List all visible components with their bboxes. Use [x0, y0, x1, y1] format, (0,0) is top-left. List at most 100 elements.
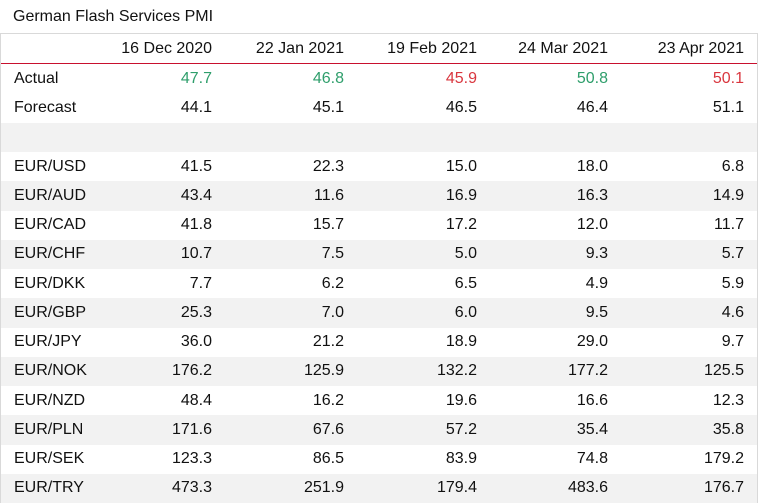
header-cell: 22 Jan 2021	[225, 34, 357, 65]
table-row: EUR/CHF 10.7 7.5 5.0 9.3 5.7	[1, 239, 757, 269]
pair-value: 43.4	[93, 181, 225, 211]
forecast-value: 46.5	[445, 99, 477, 117]
pair-value: 48.4	[180, 391, 212, 409]
pair-label: EUR/NZD	[14, 391, 86, 409]
pair-value: 251.9	[225, 473, 357, 503]
pair-value: 7.7	[189, 274, 212, 292]
pair-value: 10.7	[93, 239, 225, 269]
pair-value: 41.8	[180, 216, 212, 234]
header-cell: 23 Apr 2021	[621, 34, 757, 65]
pair-value: 473.3	[93, 473, 225, 503]
table-row: EUR/AUD 43.4 11.6 16.9 16.3 14.9	[1, 181, 757, 211]
pair-value: 5.7	[621, 239, 757, 269]
table-row: EUR/DKK 7.7 6.2 6.5 4.9 5.9	[1, 269, 757, 298]
pair-value: 18.0	[576, 157, 608, 175]
pair-value: 4.6	[621, 298, 757, 328]
table-row: EUR/TRY 473.3 251.9 179.4 483.6 176.7	[1, 473, 757, 503]
actual-value: 50.1	[712, 69, 744, 87]
actual-row: Actual 47.7 46.8 45.9 50.8 50.1	[1, 64, 757, 94]
forecast-value: 45.1	[312, 99, 344, 117]
pair-value: 16.3	[490, 181, 621, 211]
header-cell: 24 Mar 2021	[490, 34, 621, 65]
pair-value: 14.9	[621, 181, 757, 211]
actual-value: 46.8	[312, 69, 344, 87]
pair-value: 15.0	[445, 157, 477, 175]
pair-value: 6.0	[357, 298, 490, 328]
pair-value: 125.5	[621, 356, 757, 386]
pair-value: 25.3	[93, 298, 225, 328]
pair-value: 21.2	[312, 333, 344, 351]
pair-value: 7.5	[225, 239, 357, 269]
spacer-cell	[1, 122, 93, 152]
pair-value: 6.2	[321, 274, 344, 292]
header-cell: 19 Feb 2021	[357, 34, 490, 65]
pair-value: 83.9	[445, 450, 477, 468]
pair-value: 16.6	[576, 391, 608, 409]
pair-value: 171.6	[93, 415, 225, 445]
header-cell: 16 Dec 2020	[93, 34, 225, 65]
table-row: EUR/PLN 171.6 67.6 57.2 35.4 35.8	[1, 415, 757, 445]
pair-label: EUR/NOK	[1, 356, 93, 386]
pair-value: 5.0	[357, 239, 490, 269]
pair-label: EUR/DKK	[14, 274, 86, 292]
pair-value: 15.7	[312, 216, 344, 234]
pair-label: EUR/TRY	[1, 473, 93, 503]
pair-value: 176.2	[93, 356, 225, 386]
spacer-row	[1, 122, 757, 152]
table-row: EUR/SEK 123.3 86.5 83.9 74.8 179.2	[1, 445, 757, 474]
actual-value: 47.7	[180, 69, 212, 87]
data-table-frame: 16 Dec 2020 22 Jan 2021 19 Feb 2021 24 M…	[0, 33, 758, 503]
pair-value: 35.4	[490, 415, 621, 445]
pair-value: 177.2	[490, 356, 621, 386]
pair-label: EUR/CAD	[14, 216, 87, 234]
row-label: Forecast	[14, 99, 77, 117]
pair-value: 9.3	[490, 239, 621, 269]
pair-value: 7.0	[225, 298, 357, 328]
table-title: German Flash Services PMI	[13, 8, 214, 25]
pair-value: 22.3	[312, 157, 344, 175]
pair-value: 16.2	[312, 391, 344, 409]
pair-value: 9.7	[721, 333, 744, 351]
pair-value: 57.2	[357, 415, 490, 445]
table-row: EUR/CAD 41.8 15.7 17.2 12.0 11.7	[1, 211, 757, 240]
pair-label: EUR/JPY	[14, 333, 82, 351]
header-row: 16 Dec 2020 22 Jan 2021 19 Feb 2021 24 M…	[1, 34, 757, 65]
pair-label: EUR/GBP	[1, 298, 93, 328]
pair-label: EUR/USD	[14, 157, 87, 175]
forecast-value: 44.1	[180, 99, 212, 117]
pair-value: 29.0	[576, 333, 608, 351]
pair-value: 9.5	[490, 298, 621, 328]
forecast-value: 51.1	[712, 99, 744, 117]
pair-label: EUR/PLN	[1, 415, 93, 445]
pair-value: 11.6	[225, 181, 357, 211]
spacer-cell	[357, 122, 490, 152]
pair-value: 17.2	[445, 216, 477, 234]
pair-value: 4.9	[585, 274, 608, 292]
pair-label: EUR/CHF	[1, 239, 93, 269]
pair-value: 6.5	[454, 274, 477, 292]
pair-value: 11.7	[714, 216, 744, 234]
actual-value: 50.8	[576, 69, 608, 87]
spacer-cell	[490, 122, 621, 152]
pair-value: 86.5	[312, 450, 344, 468]
pair-value: 483.6	[490, 473, 621, 503]
pair-label: EUR/SEK	[14, 450, 85, 468]
pair-value: 67.6	[225, 415, 357, 445]
table-row: EUR/GBP 25.3 7.0 6.0 9.5 4.6	[1, 298, 757, 328]
pair-value: 132.2	[357, 356, 490, 386]
pair-value: 179.4	[357, 473, 490, 503]
spacer-cell	[225, 122, 357, 152]
pair-value: 179.2	[703, 450, 744, 468]
pair-value: 125.9	[225, 356, 357, 386]
spacer-cell	[621, 122, 757, 152]
pair-value: 41.5	[180, 157, 212, 175]
row-label: Actual	[14, 69, 59, 87]
pair-value: 18.9	[445, 333, 477, 351]
actual-value: 45.9	[445, 69, 477, 87]
pair-value: 176.7	[621, 473, 757, 503]
forecast-row: Forecast 44.1 45.1 46.5 46.4 51.1	[1, 94, 757, 123]
pair-value: 6.8	[721, 157, 744, 175]
header-cell	[1, 34, 93, 65]
pmi-table: 16 Dec 2020 22 Jan 2021 19 Feb 2021 24 M…	[1, 34, 757, 503]
spacer-cell	[93, 122, 225, 152]
